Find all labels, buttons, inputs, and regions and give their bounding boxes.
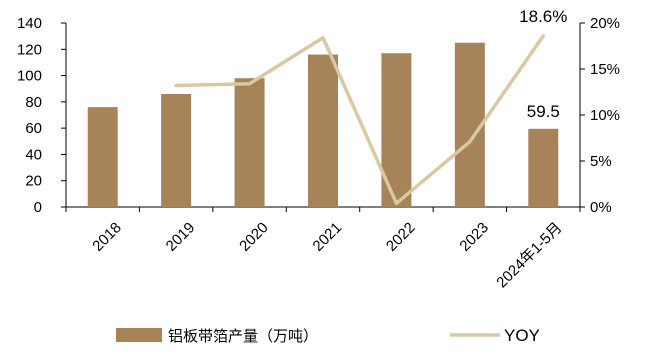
y-left-tick-label: 60 <box>25 120 42 137</box>
x-tick-label: 2020 <box>236 219 272 255</box>
x-tick-label: 2019 <box>163 219 199 255</box>
x-tick-label: 2018 <box>89 219 125 255</box>
line-series <box>174 34 546 206</box>
x-tick-label: 2022 <box>383 219 419 255</box>
y-left-tick-label: 120 <box>17 41 42 58</box>
x-tick-label: 2023 <box>456 219 492 255</box>
y-left-tick-label: 100 <box>17 68 42 85</box>
x-tick-label: 2024年1-5月 <box>493 219 565 291</box>
bar <box>87 107 118 207</box>
data-label: 59.5 <box>527 102 560 121</box>
y-right-tick-label: 15% <box>590 61 620 78</box>
y-left-tick-label: 0 <box>34 199 42 216</box>
y-left-tick-label: 40 <box>25 146 42 163</box>
legend-label-line: YOY <box>504 326 540 345</box>
bar <box>234 78 265 207</box>
bar <box>308 54 338 207</box>
legend-label-bar: 铝板带箔产量（万吨） <box>168 327 318 345</box>
y-right-tick-label: 10% <box>590 107 620 124</box>
bar <box>161 93 192 207</box>
y-left-tick-label: 140 <box>17 15 42 32</box>
data-labels: 59.5 18.6% <box>519 7 567 121</box>
yoy-line <box>174 34 546 206</box>
data-label: 18.6% <box>519 7 567 26</box>
y-right-tick-label: 20% <box>590 15 620 32</box>
y-right-tick-label: 5% <box>590 153 612 170</box>
bar-series <box>87 42 559 207</box>
y-left-tick-label: 80 <box>25 94 42 111</box>
legend: 铝板带箔产量（万吨） YOY <box>116 326 540 345</box>
y-left-tick-label: 20 <box>25 173 42 190</box>
y-right-tick-label: 0% <box>590 199 612 216</box>
x-tick-label: 2021 <box>310 219 346 255</box>
legend-swatch-bar <box>116 328 162 342</box>
bar <box>528 128 559 207</box>
